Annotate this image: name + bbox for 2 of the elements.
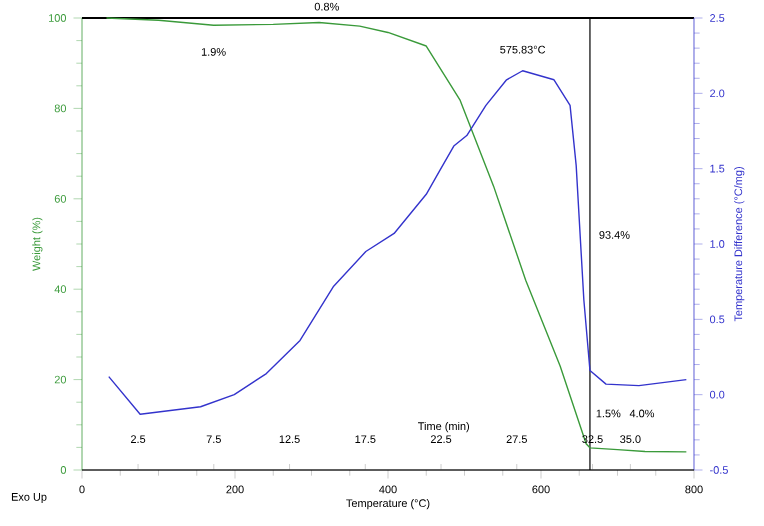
line-series: [105, 17, 688, 453]
line-series: [108, 70, 688, 415]
